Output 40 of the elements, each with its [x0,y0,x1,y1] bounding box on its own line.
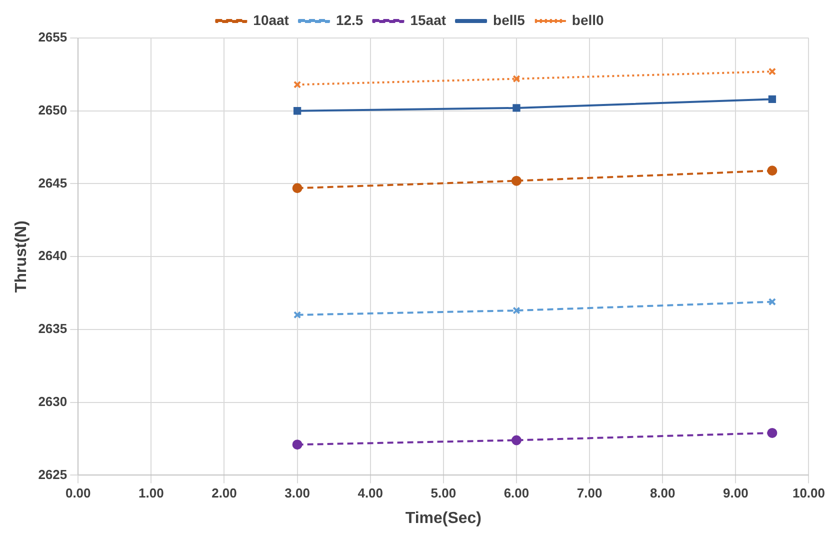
x-axis-title: Time(Sec) [405,510,482,527]
point [511,176,522,186]
x-tick-label: 1.00 [138,486,164,501]
y-tick-label: 2640 [38,248,68,264]
point [767,166,778,176]
point [511,435,522,446]
point [292,183,302,194]
point [512,104,520,112]
y-tick-label: 2635 [38,321,68,336]
x-tick-label: 0.00 [65,486,91,501]
x-tick-label: 2.00 [212,486,237,501]
y-tick-label: 2630 [38,394,68,409]
y-axis-title: Thrust(N) [13,220,30,293]
x-tick-label: 10.00 [792,486,826,501]
legend-label: 12.5 [336,12,364,28]
x-tick-label: 4.00 [358,486,384,501]
y-tick-label: 2625 [38,466,68,482]
point [292,440,302,450]
point [512,306,520,314]
x-tick-label: 3.00 [284,486,310,501]
point [768,68,776,76]
legend-label: bell0 [572,12,604,28]
y-tick-label: 2655 [38,30,68,45]
point [293,107,302,115]
point [768,298,776,306]
point [293,80,302,88]
legend-label: bell5 [493,12,526,28]
x-tick-label: 6.00 [504,486,530,501]
point [768,95,776,104]
legend-label: 15aat [410,12,446,28]
y-tick-label: 2645 [38,175,68,190]
x-tick-label: 5.00 [430,486,456,501]
x-tick-label: 9.00 [723,486,748,501]
x-tick-label: 7.00 [576,486,602,501]
legend-label: 10aat [253,12,290,28]
point [293,311,302,319]
point [512,74,520,83]
x-tick-label: 8.00 [650,486,676,501]
point [767,428,778,438]
y-tick-label: 2650 [38,102,68,118]
